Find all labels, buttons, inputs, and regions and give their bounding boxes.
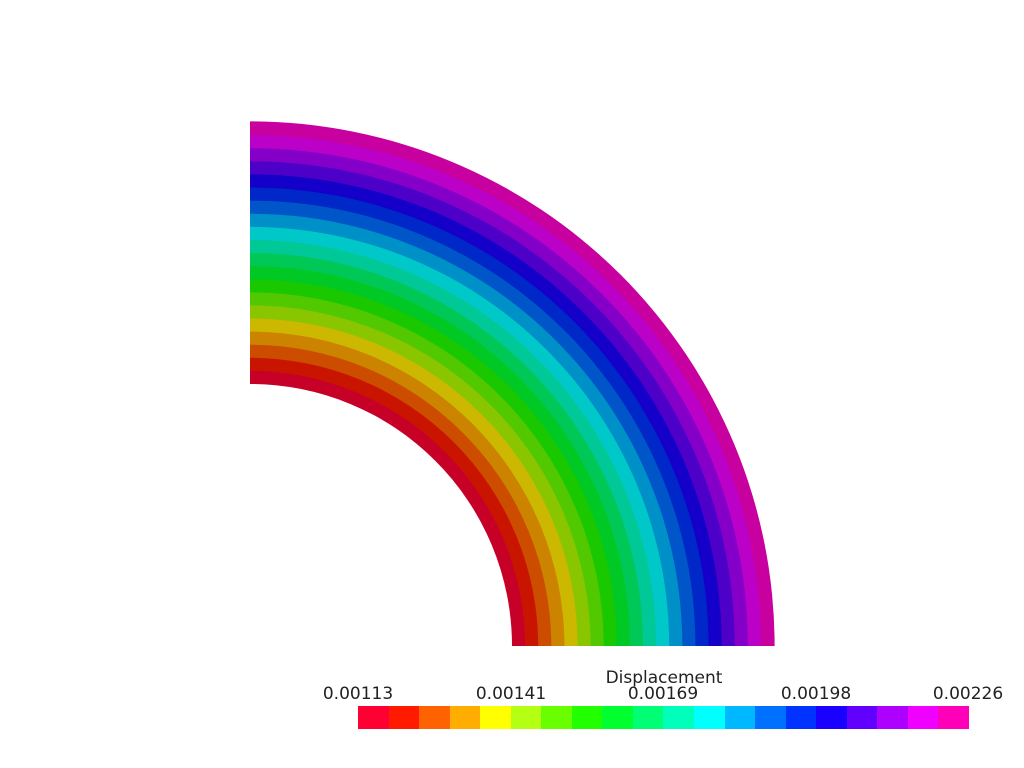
colorbar-swatch xyxy=(846,706,878,729)
colorbar-tick-max: 0.00226 xyxy=(932,684,1004,704)
colorbar-title: Displacement xyxy=(605,668,723,688)
colorbar-swatch xyxy=(541,706,572,729)
colorbar-swatch xyxy=(785,706,817,729)
colorbar-swatch xyxy=(510,706,542,729)
colorbar-tick-2: 0.00141 xyxy=(475,684,547,704)
colorbar-swatch xyxy=(907,706,939,729)
colorbar xyxy=(358,706,969,729)
colorbar-swatch xyxy=(419,706,450,729)
colorbar-swatch xyxy=(877,706,908,729)
colorbar-swatch xyxy=(480,706,511,729)
colorbar-swatch xyxy=(449,706,481,729)
colorbar-swatch xyxy=(388,706,420,729)
colorbar-swatch xyxy=(724,706,756,729)
displacement-field-quarter-annulus xyxy=(250,121,775,647)
colorbar-tick-min: 0.00113 xyxy=(322,684,394,704)
colorbar-swatch xyxy=(938,706,969,729)
colorbar-swatch xyxy=(602,706,633,729)
colorbar-swatch xyxy=(694,706,725,729)
colorbar-tick-4: 0.00198 xyxy=(780,684,852,704)
colorbar-swatch xyxy=(571,706,603,729)
colorbar-swatch xyxy=(632,706,664,729)
colorbar-swatch xyxy=(755,706,786,729)
colorbar-swatch xyxy=(358,706,389,729)
colorbar-swatch xyxy=(663,706,695,729)
colorbar-tick-3: 0.00169 xyxy=(627,684,699,704)
colorbar-swatch xyxy=(816,706,847,729)
